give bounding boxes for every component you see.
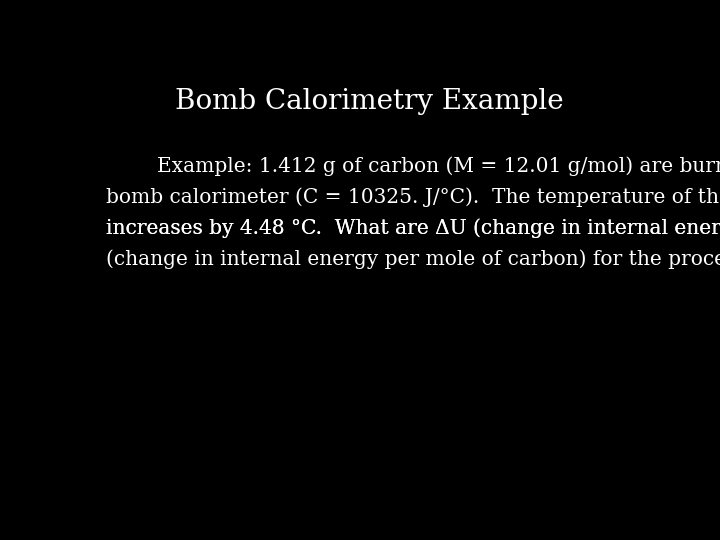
Text: Bomb Calorimetry Example: Bomb Calorimetry Example xyxy=(175,87,563,114)
Text: increases by 4.48 °C.  What are ΔU (change in internal energy) and ΔU: increases by 4.48 °C. What are ΔU (chang… xyxy=(106,219,720,238)
Text: Example: 1.412 g of carbon (M = 12.01 g/mol) are burned in a: Example: 1.412 g of carbon (M = 12.01 g/… xyxy=(106,156,720,176)
Text: (change in internal energy per mole of carbon) for the process.: (change in internal energy per mole of c… xyxy=(106,250,720,269)
Text: increases by 4.48 °C.  What are ΔU (change in internal energy) and ΔU: increases by 4.48 °C. What are ΔU (chang… xyxy=(106,219,720,238)
Text: bomb calorimeter (C = 10325. J/°C).  The temperature of the calorimeter: bomb calorimeter (C = 10325. J/°C). The … xyxy=(106,187,720,207)
